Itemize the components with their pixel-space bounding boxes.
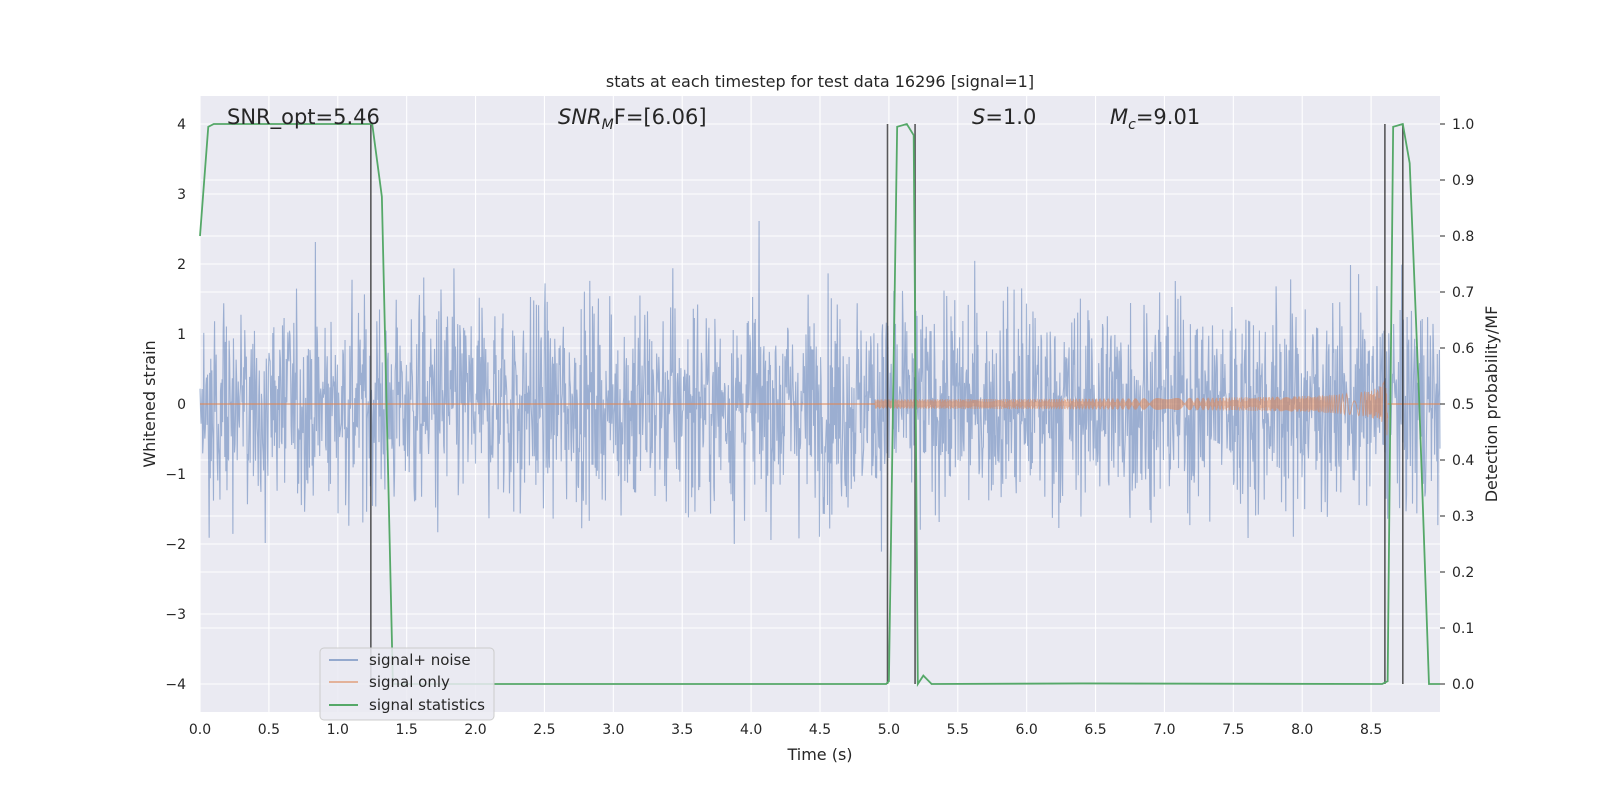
y2-tick-label: 0.1: [1452, 621, 1474, 637]
x-tick-label: 8.0: [1291, 722, 1313, 738]
annotation-s-rest: =1.0: [985, 105, 1036, 129]
x-tick-label: 6.0: [1016, 722, 1038, 738]
x-tick-label: 1.5: [396, 722, 418, 738]
annotation-mc-rest: =9.01: [1136, 105, 1200, 129]
x-tick-label: 0.5: [258, 722, 280, 738]
series-signal-statistics: [199, 122, 1440, 687]
series-signal-only: [874, 380, 1389, 436]
y2-tick-label: 0.7: [1452, 285, 1474, 301]
series-signal-noise: [199, 221, 1441, 552]
x-tick-label: 5.5: [947, 722, 969, 738]
y2-tick-label: 0.9: [1452, 173, 1474, 189]
annotation-mc-main: M: [1110, 105, 1128, 129]
annotation-mc: Mc=9.01: [1110, 105, 1200, 133]
y2-tick-label: 0.4: [1452, 453, 1474, 469]
y-tick-label: −1: [165, 467, 186, 483]
ticks: 0.0 0.5 1.0 1.5 2.0 2.5 3.0 3.5 4.0 4.5 5.0 5.5 6.0 6…: [165, 117, 1474, 738]
x-tick-label: 8.5: [1360, 722, 1382, 738]
x-tick-label: 2.0: [464, 722, 486, 738]
legend: signal+ noise signal only signal statist…: [319, 647, 495, 721]
annotations: SNR_opt=5.46 SNRMF=[6.06] S=1.0 Mc=9.01: [227, 105, 1200, 133]
y-tick-label: −2: [165, 537, 186, 553]
annotation-snr-mf-rest: F=[6.06]: [614, 105, 707, 129]
x-tick-label: 6.5: [1084, 722, 1106, 738]
y-tick-label: −4: [165, 677, 186, 693]
y-axis-label: Whitened strain: [140, 340, 159, 467]
y2-tick-label: 0.3: [1452, 509, 1474, 525]
x-tick-label: 2.5: [533, 722, 555, 738]
x-tick-label: 7.0: [1153, 722, 1175, 738]
annotation-snr-mf: SNRMF=[6.06]: [558, 105, 707, 133]
annotation-snr-opt: SNR_opt=5.46: [227, 105, 380, 130]
y2-tick-label: 0.0: [1452, 677, 1474, 693]
x-tick-label: 4.0: [740, 722, 762, 738]
annotation-mc-sub: c: [1128, 117, 1136, 133]
annotation-snr-mf-sub: M: [602, 117, 614, 133]
x-tick-label: 5.0: [878, 722, 900, 738]
plot-area: [199, 122, 1441, 687]
y2-tick-label: 0.2: [1452, 565, 1474, 581]
legend-label-stats: signal statistics: [369, 696, 485, 714]
y2-tick-label: 1.0: [1452, 117, 1474, 133]
x-tick-label: 3.5: [671, 722, 693, 738]
x-axis-label: Time (s): [786, 745, 852, 764]
y-tick-label: 4: [177, 117, 186, 133]
y2-tick-label: 0.6: [1452, 341, 1474, 357]
legend-box: [319, 647, 495, 721]
y2-tick-label: 0.5: [1452, 397, 1474, 413]
y2-tick-label: 0.8: [1452, 229, 1474, 245]
y-tick-label: 0: [177, 397, 186, 413]
x-tick-label: 7.5: [1222, 722, 1244, 738]
y-tick-label: 1: [177, 327, 186, 343]
annotation-s-main: S: [972, 105, 985, 129]
x-tick-label: 1.0: [327, 722, 349, 738]
x-tick-label: 3.0: [602, 722, 624, 738]
x-tick-label: 0.0: [189, 722, 211, 738]
legend-label-signal: signal only: [369, 673, 450, 691]
y-tick-label: −3: [165, 607, 186, 623]
annotation-s: S=1.0: [972, 105, 1036, 129]
chart-title: stats at each timestep for test data 162…: [606, 72, 1034, 91]
x-tick-label: 4.5: [809, 722, 831, 738]
y-tick-label: 3: [177, 187, 186, 203]
y2-axis-label: Detection probability/MF: [1482, 306, 1501, 503]
legend-label-noise: signal+ noise: [369, 651, 471, 669]
annotation-snr-mf-main: SNR: [558, 105, 602, 129]
y-tick-label: 2: [177, 257, 186, 273]
